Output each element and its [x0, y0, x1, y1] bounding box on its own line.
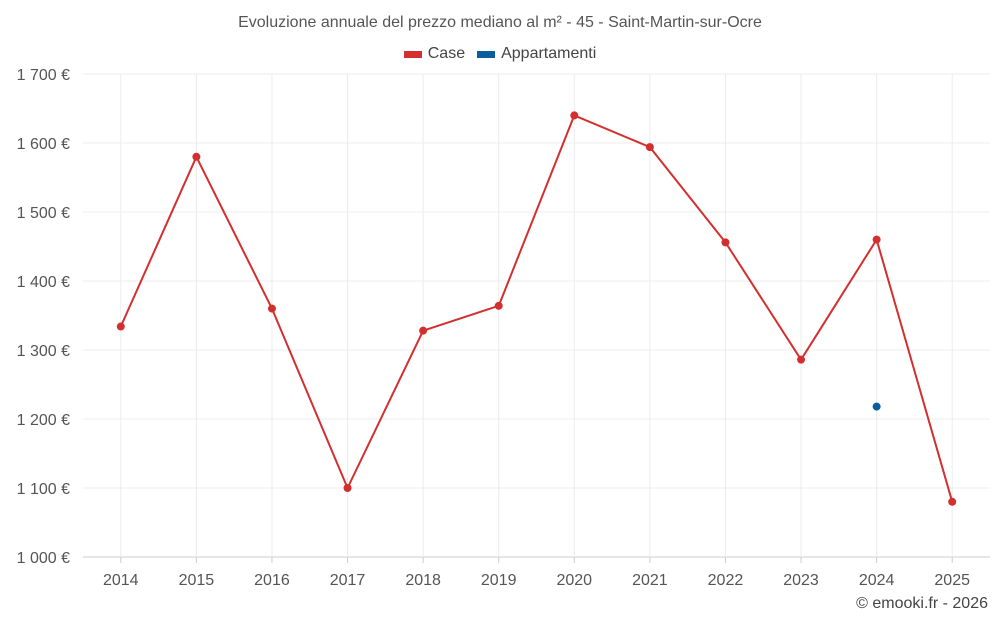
data-point-series-0 [494, 301, 503, 310]
data-point-series-0 [419, 326, 428, 335]
x-tick-label: 2015 [179, 572, 215, 589]
data-point-series-0 [192, 152, 201, 161]
legend-swatch-appartamenti [477, 50, 496, 58]
data-point-series-0 [116, 322, 125, 331]
data-point-series-0 [570, 111, 579, 120]
x-tick-label: 2022 [708, 572, 744, 589]
legend-swatch-case [403, 50, 422, 58]
x-tick-label: 2024 [859, 572, 895, 589]
y-tick-label: 1 500 € [17, 205, 70, 222]
data-point-series-1 [872, 402, 881, 411]
x-tick-label: 2025 [934, 572, 970, 589]
chart-legend: Case Appartamenti [0, 45, 1000, 63]
y-tick-label: 1 400 € [17, 274, 70, 291]
chart-title: Evoluzione annuale del prezzo mediano al… [238, 14, 762, 31]
data-point-series-0 [797, 355, 806, 364]
y-tick-label: 1 100 € [17, 481, 70, 498]
series-line-0 [119, 114, 954, 503]
y-tick-label: 1 600 € [17, 136, 70, 153]
data-point-series-0 [267, 304, 276, 313]
legend-item-appartamenti[interactable]: Appartamenti [477, 45, 596, 63]
x-tick-label: 2017 [330, 572, 366, 589]
y-tick-label: 1 200 € [17, 412, 70, 429]
x-tick-label: 2023 [783, 572, 819, 589]
x-tick-label: 2016 [254, 572, 290, 589]
legend-label-appartamenti: Appartamenti [501, 45, 597, 62]
x-tick-label: 2021 [632, 572, 668, 589]
y-tick-label: 1 300 € [17, 343, 70, 360]
y-tick-label: 1 700 € [17, 67, 70, 84]
data-point-series-0 [645, 143, 654, 152]
x-tick-label: 2020 [556, 572, 592, 589]
x-tick-label: 2014 [103, 572, 139, 589]
legend-item-case[interactable]: Case [403, 45, 466, 63]
x-tick-label: 2019 [481, 572, 517, 589]
y-tick-label: 1 000 € [17, 550, 70, 567]
x-tick-label: 2018 [405, 572, 441, 589]
data-point-series-0 [948, 497, 957, 506]
data-point-series-0 [721, 238, 730, 247]
data-point-series-0 [872, 235, 881, 244]
credit-text: © emooki.fr - 2026 [856, 595, 988, 612]
data-point-series-0 [343, 484, 352, 492]
legend-label-case: Case [427, 45, 466, 62]
